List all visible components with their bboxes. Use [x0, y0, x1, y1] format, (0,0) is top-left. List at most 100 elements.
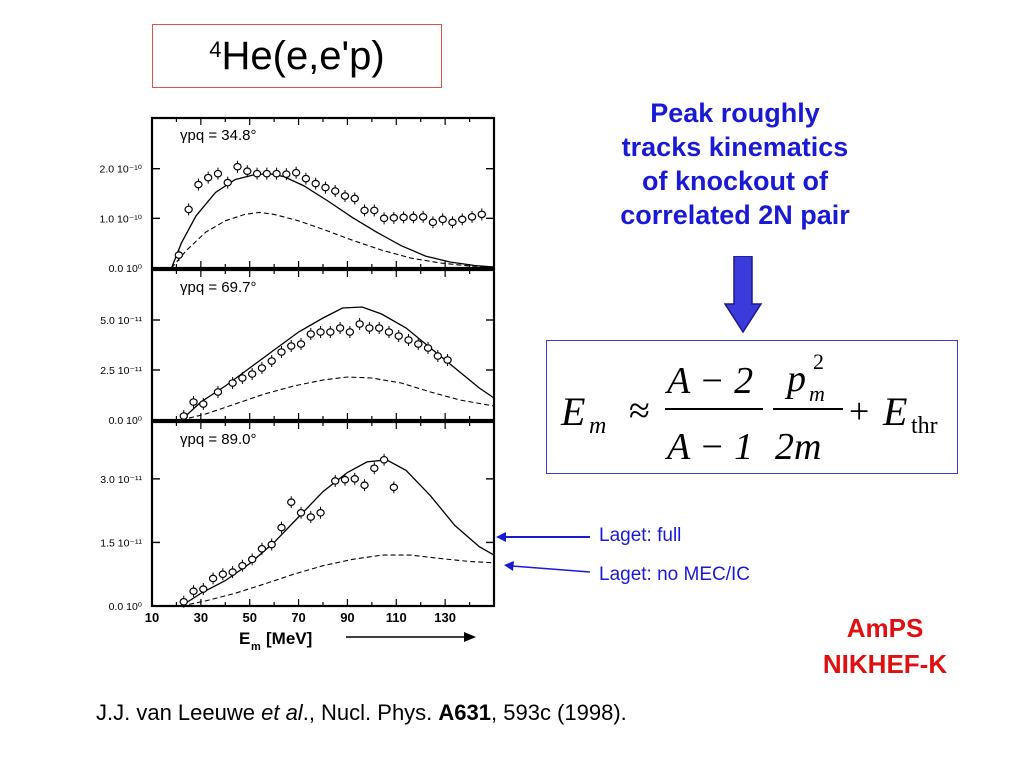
- data-point: [291, 168, 301, 177]
- title-superscript: 4: [209, 37, 222, 62]
- data-point: [350, 194, 359, 203]
- citation-volume: A631: [438, 700, 492, 725]
- chart-panel: 0.0 10⁰ 1.0 10⁻¹⁰ 2.0 10⁻¹⁰ γpq = 34.8°: [100, 116, 496, 275]
- formula: E m ≈ A − 2 A − 1 p m 2 2m + E thr: [560, 349, 938, 468]
- data-point: [414, 340, 423, 348]
- formula-num2-sub: m: [809, 381, 825, 406]
- data-point: [277, 348, 286, 356]
- arrow-left-icon: [504, 561, 514, 571]
- y-tick-label: 2.5 10⁻¹¹: [100, 365, 142, 377]
- legend-arrow-nomec: [511, 565, 591, 573]
- y-tick-label: 3.0 10⁻¹¹: [100, 474, 142, 486]
- data-point: [272, 169, 281, 178]
- data-point: [316, 508, 325, 517]
- data-point: [247, 555, 257, 564]
- annotation-note: Peak roughly tracks kinematics of knocko…: [575, 96, 895, 232]
- series-no-mec: [171, 211, 495, 269]
- formula-den2: 2m: [775, 426, 821, 468]
- data-point: [262, 169, 272, 178]
- data-point: [365, 324, 374, 332]
- formula-num1: A − 2: [664, 360, 753, 402]
- data-point: [277, 523, 286, 532]
- data-point: [194, 180, 203, 189]
- legend-full-label: Laget: full: [599, 525, 682, 546]
- data-point: [438, 215, 447, 224]
- citation: J.J. van Leeuwe et al., Nucl. Phys. A631…: [96, 700, 627, 726]
- data-point: [189, 398, 198, 406]
- data-point: [287, 498, 296, 506]
- lab-line-2: NIKHEF-K: [822, 649, 948, 679]
- x-axis-label-sub: m: [251, 641, 261, 653]
- data-point: [208, 574, 218, 583]
- data-point: [174, 251, 184, 259]
- data-point: [389, 214, 399, 222]
- title-text: He(e,e'p): [221, 33, 385, 78]
- data-point: [448, 218, 457, 227]
- y-tick-label: 1.5 10⁻¹¹: [100, 537, 142, 549]
- chart-x-axis: 10 30 50 70 90 110 130: [145, 610, 456, 625]
- data-point: [199, 400, 208, 408]
- x-tick-label: 110: [386, 610, 407, 625]
- formula-lhs: E: [560, 389, 585, 434]
- lab-label: AmPS NIKHEF-K: [795, 610, 975, 682]
- formula-lhs-sub: m: [589, 413, 606, 439]
- data-point: [374, 324, 384, 332]
- data-point: [370, 206, 379, 215]
- data-point: [179, 597, 188, 606]
- formula-rhs-sub: thr: [911, 413, 938, 439]
- x-axis-arrow-icon: [464, 632, 476, 642]
- citation-authors: J.J. van Leeuwe: [96, 700, 262, 725]
- data-point: [199, 585, 208, 593]
- data-point: [238, 561, 247, 570]
- data-point: [247, 370, 257, 378]
- data-point: [399, 213, 408, 222]
- data-point: [267, 540, 276, 549]
- panel-label: γpq = 69.7°: [180, 279, 256, 296]
- x-tick-label: 90: [340, 610, 354, 625]
- lab-line-1: AmPS: [846, 613, 924, 643]
- data-point: [223, 178, 232, 187]
- data-point: [326, 328, 335, 336]
- data-point: [379, 214, 389, 223]
- data-point: [340, 192, 350, 200]
- data-point: [311, 179, 320, 188]
- x-tick-label: 30: [194, 610, 208, 625]
- data-point: [233, 162, 242, 171]
- x-tick-label: 50: [242, 610, 256, 625]
- data-point: [184, 205, 193, 214]
- data-point: [433, 352, 443, 360]
- data-point: [282, 170, 291, 178]
- data-point: [321, 183, 330, 192]
- down-arrow-icon: [723, 256, 763, 334]
- data-point: [296, 340, 306, 348]
- x-axis-label: E: [239, 629, 250, 648]
- data-point: [179, 412, 188, 420]
- data-point: [243, 167, 252, 175]
- data-point: [345, 328, 355, 336]
- data-point: [404, 336, 413, 344]
- data-point: [331, 477, 340, 485]
- y-tick-label: 1.0 10⁻¹⁰: [100, 213, 143, 225]
- data-point: [423, 344, 433, 352]
- citation-journal: ., Nucl. Phys.: [302, 700, 439, 725]
- note-line: Peak roughly: [650, 98, 820, 128]
- data-point: [306, 330, 315, 338]
- note-line: tracks kinematics: [621, 132, 849, 162]
- data-point: [443, 356, 452, 364]
- x-tick-label: 70: [291, 610, 305, 625]
- formula-rhs: E: [882, 389, 907, 434]
- data-point: [301, 174, 311, 183]
- chart-panel: 0.0 10⁰ 2.5 10⁻¹¹ 5.0 10⁻¹¹ γpq = 69.7°: [100, 268, 496, 427]
- data-point: [287, 342, 296, 350]
- data-point: [409, 213, 418, 222]
- formula-box: E m ≈ A − 2 A − 1 p m 2 2m + E thr: [546, 340, 958, 474]
- legend-nomec-label: Laget: no MEC/IC: [599, 564, 751, 585]
- legend-arrows: [496, 532, 591, 573]
- data-point: [203, 173, 213, 182]
- data-point: [428, 218, 438, 227]
- formula-approx: ≈: [629, 390, 650, 432]
- data-point: [267, 357, 276, 365]
- data-point: [350, 475, 359, 483]
- note-line: correlated 2N pair: [620, 200, 850, 230]
